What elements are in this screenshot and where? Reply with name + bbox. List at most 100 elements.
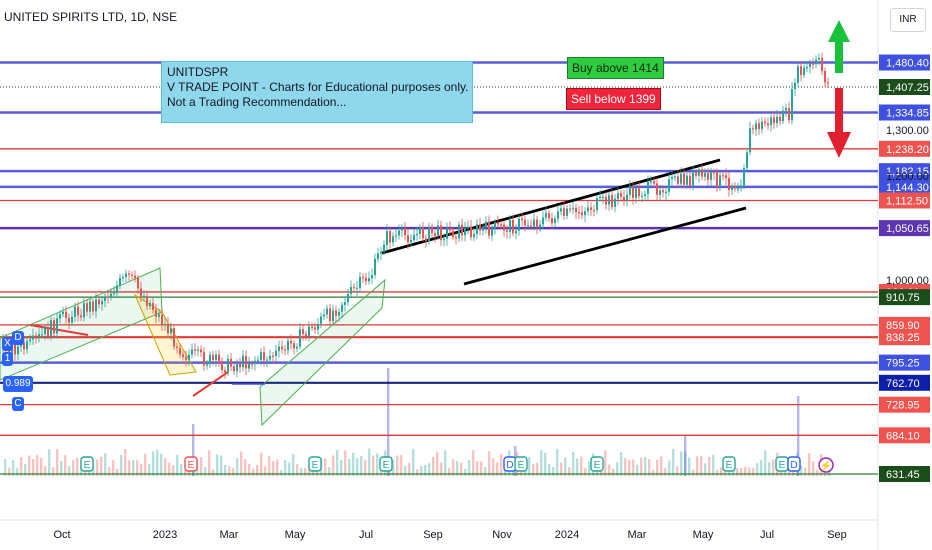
candle bbox=[215, 354, 217, 361]
price-tag bbox=[879, 396, 930, 413]
side-tool-bottom[interactable]: C bbox=[12, 397, 24, 411]
volume-bar bbox=[520, 468, 523, 476]
volume-bar bbox=[672, 448, 675, 476]
candle bbox=[326, 308, 328, 315]
candle bbox=[536, 219, 538, 228]
currency-button[interactable]: INR bbox=[890, 8, 926, 32]
candle bbox=[686, 175, 688, 185]
earnings-marker-label: E bbox=[594, 460, 601, 471]
volume-bar bbox=[328, 467, 331, 476]
volume-bar bbox=[624, 458, 627, 476]
volume-bar bbox=[324, 458, 327, 476]
candle bbox=[41, 334, 43, 336]
price-tag-label: 728.95 bbox=[886, 400, 920, 412]
volume-bar bbox=[44, 466, 47, 476]
volume-bar bbox=[8, 467, 11, 476]
candle bbox=[827, 82, 829, 84]
volume-bar bbox=[192, 468, 195, 476]
x-tick-label: May bbox=[285, 529, 306, 541]
price-tag-label: 762.70 bbox=[886, 378, 920, 390]
candle bbox=[428, 226, 430, 242]
candle bbox=[281, 346, 283, 350]
volume-bar bbox=[684, 451, 687, 476]
volume-bar bbox=[387, 368, 390, 476]
candle bbox=[278, 346, 280, 351]
candle bbox=[164, 323, 166, 326]
candle bbox=[776, 116, 778, 124]
volume-bar bbox=[496, 462, 499, 476]
volume-bar bbox=[68, 466, 71, 476]
x-tick-label: May bbox=[693, 529, 714, 541]
volume-bar bbox=[400, 455, 403, 476]
volume-bar bbox=[564, 457, 567, 476]
side-tool-value[interactable]: 0.989 bbox=[3, 376, 33, 392]
candle bbox=[155, 309, 157, 317]
candle bbox=[761, 121, 763, 130]
candle bbox=[740, 185, 742, 189]
channel-green-2 bbox=[259, 278, 386, 427]
candle bbox=[134, 275, 136, 279]
side-tool-top[interactable]: D bbox=[12, 331, 24, 345]
candle bbox=[290, 340, 292, 344]
candle bbox=[671, 177, 673, 180]
side-tool-x[interactable]: X bbox=[2, 337, 13, 351]
candle bbox=[299, 329, 301, 347]
price-tag-label: 859.90 bbox=[886, 320, 920, 332]
volume-bar bbox=[808, 453, 811, 476]
candle bbox=[482, 227, 484, 231]
candle bbox=[44, 327, 46, 335]
price-tag bbox=[879, 316, 930, 333]
candle bbox=[608, 195, 610, 205]
volume-bar bbox=[448, 468, 451, 476]
candle bbox=[257, 359, 259, 361]
candle bbox=[527, 225, 529, 227]
candle bbox=[506, 230, 508, 232]
candle bbox=[197, 349, 199, 351]
candle bbox=[38, 334, 40, 337]
candle bbox=[356, 287, 358, 289]
volume-bar bbox=[680, 451, 683, 476]
volume-bar bbox=[708, 456, 711, 476]
candle bbox=[98, 299, 100, 305]
x-tick-label: Jul bbox=[359, 529, 373, 541]
candle bbox=[614, 198, 616, 207]
candle bbox=[650, 181, 652, 183]
volume-bar bbox=[480, 461, 483, 476]
volume-bar bbox=[236, 458, 239, 476]
note-box: UNITDSPR V TRADE POINT - Charts for Educ… bbox=[161, 61, 473, 123]
candle bbox=[689, 175, 691, 186]
candle bbox=[131, 274, 133, 276]
candle bbox=[716, 172, 718, 188]
candle bbox=[227, 358, 229, 373]
volume-bar bbox=[588, 461, 591, 476]
volume-bar bbox=[620, 452, 623, 476]
volume-bar bbox=[284, 460, 287, 476]
volume-bar bbox=[396, 455, 399, 476]
candle bbox=[338, 311, 340, 316]
volume-bar bbox=[640, 457, 643, 476]
candle bbox=[53, 320, 55, 334]
candle bbox=[383, 244, 385, 252]
candle bbox=[551, 218, 553, 224]
earnings-marker bbox=[379, 456, 393, 472]
volume-bar bbox=[340, 459, 343, 476]
volume-bar bbox=[664, 468, 667, 476]
price-tag bbox=[879, 289, 930, 306]
x-tick-label: Nov bbox=[492, 529, 512, 541]
price-tag-label: 838.25 bbox=[886, 332, 920, 344]
candle bbox=[812, 63, 814, 65]
candle bbox=[182, 354, 184, 358]
candle bbox=[365, 277, 367, 282]
arrow-up-green bbox=[828, 20, 850, 73]
candle bbox=[509, 219, 511, 232]
candle bbox=[803, 67, 805, 75]
note-line-1: UNITDSPR bbox=[167, 65, 229, 79]
volume-bar bbox=[688, 457, 691, 476]
price-tag bbox=[879, 354, 930, 371]
side-tool-mid[interactable]: 1 bbox=[2, 352, 13, 366]
volume-bar bbox=[312, 469, 315, 476]
candle bbox=[230, 358, 232, 367]
candle bbox=[566, 208, 568, 216]
candle bbox=[569, 208, 571, 210]
